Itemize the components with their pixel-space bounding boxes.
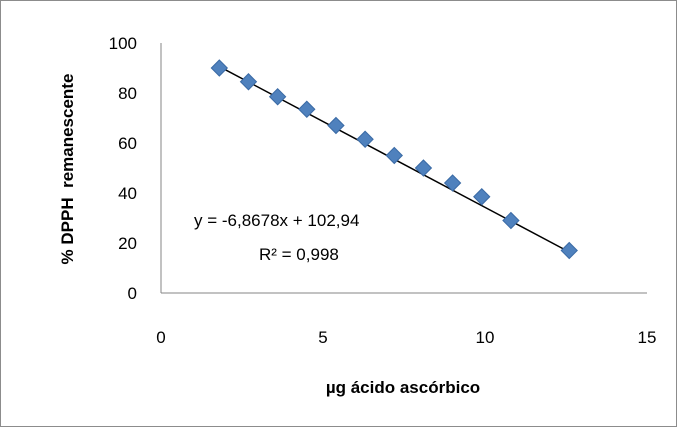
x-tick-labels: 0 5 10 15 bbox=[156, 328, 656, 347]
trendline-equation: y = -6,8678x + 102,94 bbox=[194, 211, 359, 230]
r-squared-label: R² = 0,998 bbox=[259, 245, 339, 264]
y-tick-label: 80 bbox=[118, 84, 137, 103]
x-tick-label: 5 bbox=[318, 328, 327, 347]
data-point-marker bbox=[268, 88, 287, 106]
data-point-marker bbox=[298, 100, 316, 118]
data-point-marker bbox=[327, 116, 345, 135]
y-tick-label: 0 bbox=[128, 284, 137, 303]
data-point-marker bbox=[414, 159, 433, 177]
x-axis-title: µg ácido ascórbico bbox=[326, 378, 480, 397]
data-point-marker bbox=[502, 211, 520, 230]
x-tick-label: 10 bbox=[476, 328, 495, 347]
data-point-marker bbox=[473, 188, 491, 206]
y-tick-label: 20 bbox=[118, 234, 137, 253]
data-point-marker bbox=[239, 73, 258, 91]
data-points bbox=[210, 59, 578, 260]
x-tick-label: 0 bbox=[156, 328, 165, 347]
data-point-marker bbox=[210, 59, 229, 77]
data-point-marker bbox=[356, 130, 374, 148]
y-tick-label: 40 bbox=[118, 184, 137, 203]
data-point-marker bbox=[443, 174, 462, 192]
data-point-marker bbox=[385, 146, 403, 165]
x-tick-label: 15 bbox=[638, 328, 657, 347]
data-point-marker bbox=[560, 241, 578, 260]
y-tick-label: 60 bbox=[118, 134, 137, 153]
axes bbox=[160, 43, 647, 294]
y-tick-label: 100 bbox=[109, 34, 137, 53]
y-axis-title: % DPPH remanescente bbox=[58, 74, 77, 265]
y-tick-labels: 0 20 40 60 80 100 bbox=[109, 34, 137, 303]
